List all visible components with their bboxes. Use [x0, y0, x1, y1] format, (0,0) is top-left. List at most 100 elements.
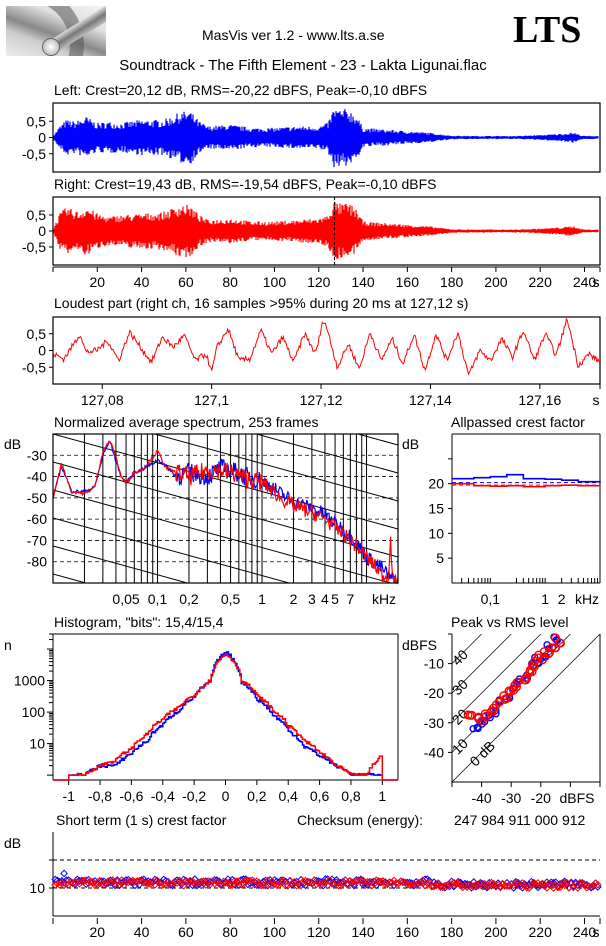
short_term_crest-point-right [483, 882, 491, 891]
short_term_crest-point-right [339, 879, 348, 888]
average_spectrum-ytick-label: -50 [27, 490, 47, 506]
short_term_crest-point-right [303, 878, 312, 887]
loudest_part-xtick-label: 127,14 [409, 392, 452, 408]
short_term_crest-point-left [60, 878, 68, 887]
right_waveform-xtick-label: 80 [222, 274, 238, 290]
histogram-xtick-label: -0,4 [151, 788, 175, 804]
average_spectrum-slope-line [53, 545, 190, 583]
short_term_crest-point-right [84, 879, 93, 888]
short_term_crest-point-right [75, 879, 84, 888]
short_term_crest-point-right [359, 876, 367, 885]
right_waveform-signal [53, 202, 599, 259]
peak_vs_rms-xtick-label: -30 [501, 790, 521, 806]
histogram-xtick-label: 0,8 [341, 788, 361, 804]
short_term_crest-point-right [317, 881, 325, 890]
average_spectrum-xtick-label: 0,5 [221, 591, 241, 607]
short_term_crest-point-right [312, 880, 321, 889]
right_waveform-xtick-label: 20 [90, 274, 106, 290]
histogram-xtick-label: -0,2 [182, 788, 206, 804]
short_term_crest-xtick-label: 180 [440, 924, 464, 940]
short_term_crest-point-left [321, 875, 330, 884]
allpassed_crest-xtick-label: 0,1 [481, 591, 501, 607]
histogram-xtick-label: 0 [222, 788, 230, 804]
histogram-xtick-label: 0,6 [310, 788, 330, 804]
short_term_crest-point-right [405, 881, 414, 889]
short_term_crest-point-left [97, 877, 106, 886]
right_waveform-xtick-label: 120 [307, 274, 331, 290]
short_term_crest-point-right [527, 881, 536, 890]
loudest_part-signal [52, 317, 601, 376]
left_waveform-ytick-label: 0,5 [27, 113, 47, 129]
histogram-ytick-label: 1000 [14, 673, 45, 689]
short_term_crest-point-right [142, 879, 150, 888]
short_term_crest-point-right [221, 878, 230, 887]
brand-logo-text: LTS [513, 9, 582, 51]
average_spectrum-ytick-label: -60 [27, 511, 47, 527]
peak_vs_rms-xtick-label: -20 [531, 790, 551, 806]
right_waveform-xtick-label: 100 [263, 274, 287, 290]
short_term_crest-point-left [534, 883, 542, 892]
short_term_crest-point-right [407, 880, 416, 889]
peak_vs_rms-diagonal [452, 634, 483, 664]
allpassed_crest-xtick-label: 2 [558, 591, 566, 607]
loudest_part-ytick-label: 0 [38, 343, 46, 359]
short_term_crest-point-right [474, 881, 483, 890]
short_term_crest-point-left [250, 877, 259, 886]
right_waveform-ytick-label: -0,5 [22, 239, 46, 255]
short_term_crest-point-right [288, 879, 297, 888]
short_term_crest-point-right [492, 882, 500, 891]
allpassed_crest-xtick-label: 1 [541, 591, 549, 607]
allpassed_crest-ytick-label: 20 [428, 476, 444, 492]
peak_vs_rms-point-right [510, 680, 520, 690]
short_term_crest-point-right [376, 877, 385, 886]
short_term_crest-point-right [299, 877, 308, 886]
short_term_crest-xtick-label: 20 [90, 924, 106, 940]
loudest_part-xtick-label: 127,1 [194, 392, 229, 408]
microphone-logo [6, 6, 106, 56]
checksum-value: 247 984 911 000 912 [454, 812, 586, 828]
right_waveform-xunit: s [593, 274, 600, 290]
average_spectrum-xtick-label: 7 [346, 591, 354, 607]
short_term_crest-point-right [423, 879, 432, 888]
short_term_crest-point-right [197, 878, 206, 887]
histogram-ytick-label: 10 [29, 736, 45, 752]
short_term_crest-point-right [394, 879, 403, 888]
short_term_crest-xtick-label: 40 [134, 924, 150, 940]
short_term_crest-xtick-label: 80 [222, 924, 238, 940]
short_term_crest-point-right [279, 876, 288, 885]
right_waveform-xtick-label: 60 [178, 274, 194, 290]
short_term_crest-point-right [106, 878, 115, 887]
short_term_crest-point-right [281, 881, 290, 890]
histogram-xtick-label: -0,6 [119, 788, 143, 804]
left_waveform-ytick-label: 0 [38, 130, 46, 146]
short_term_crest-point-right [379, 877, 387, 886]
short_term_crest-point-right [277, 878, 286, 886]
peak_vs_rms-xunit: dBFS [559, 790, 594, 806]
loudest_part-xtick-label: 127,12 [300, 392, 343, 408]
peak_vs_rms-point-right [555, 638, 565, 648]
peak_vs_rms-ylabel: dBFS [402, 637, 437, 653]
peak_vs_rms-diagonal [452, 634, 600, 782]
average_spectrum-xtick-label: 0,2 [179, 591, 199, 607]
right_waveform-xtick-label: 240 [573, 274, 597, 290]
short_term_crest-point-right [573, 884, 582, 892]
peak_vs_rms-point-right [506, 687, 516, 697]
short_term_crest-point-right [246, 876, 255, 885]
average_spectrum-xtick-label: 1 [258, 591, 266, 607]
allpassed_crest-ytick-label: 10 [428, 525, 444, 541]
peak_vs_rms-ytick-label: -30 [424, 715, 444, 731]
average_spectrum-slope-line [152, 434, 398, 502]
short_term_crest-point-right [131, 878, 139, 886]
average_spectrum-xtick-label: 0,1 [148, 591, 168, 607]
short_term_crest-xtick-label: 120 [307, 924, 331, 940]
average_spectrum-xtick-label: 0,05 [112, 591, 139, 607]
short_term_crest-outlier-left [60, 869, 68, 878]
left_waveform-title: Left: Crest=20,12 dB, RMS=-20,22 dBFS, P… [54, 82, 427, 98]
loudest_part-xunit: s [593, 392, 600, 408]
short_term_crest-point-right [100, 880, 108, 889]
short_term_crest-title: Short term (1 s) crest factor [56, 812, 227, 828]
histogram-xtick-label: -1 [62, 788, 75, 804]
average_spectrum-slope-line [53, 461, 398, 558]
average_spectrum-ytick-label: -30 [27, 447, 47, 463]
